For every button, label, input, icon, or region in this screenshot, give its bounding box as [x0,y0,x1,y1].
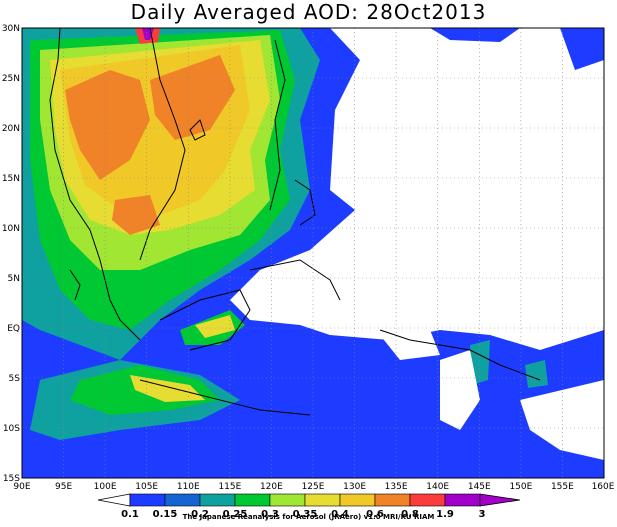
colorbar-label: 0.8 [401,509,419,520]
lat-tick: 20N [2,124,20,134]
lat-tick: 5N [8,274,20,284]
lon-tick: 130E [343,482,366,492]
aod-east-white [440,350,480,430]
colorbar-label: 3 [479,509,486,520]
coastlines [49,28,541,416]
lon-tick: 90E [13,482,30,492]
lon-tick: 100E [94,482,117,492]
lat-tick: EQ [7,324,20,334]
colorbar-label: 0.1 [121,509,139,520]
lat-tick: 25N [2,74,20,84]
colorbar-swatch [234,493,271,507]
lon-tick: 145E [468,482,491,492]
aod-orange-region [65,70,150,180]
gridlines [22,28,604,478]
lon-axis: 90E 95E 100E 105E 110E 115E 120E 125E 13… [13,482,614,492]
aod-east-white-3 [520,380,604,460]
colorbar-low-arrow [97,493,131,507]
colorbar-label: 0.3 [261,509,279,520]
colorbar-swatch [444,493,481,507]
lat-tick: 15S [3,474,20,484]
aod-east-white-2 [380,330,440,360]
colorbar-label: 0.2 [191,509,209,520]
colorbar-swatch [269,493,306,507]
aod-orange-region-3 [112,195,160,235]
colorbar-swatch [304,493,341,507]
colorbar-label: 0.4 [331,509,349,520]
colorbar-label: 0.35 [293,509,318,520]
colorbar-swatch [129,493,166,507]
colorbar-swatch [164,493,201,507]
lon-tick: 110E [177,482,200,492]
lon-tick: 105E [135,482,158,492]
colorbar-swatch [199,493,236,507]
aod-east-teal-2 [525,360,548,388]
lon-tick: 115E [218,482,241,492]
colorbar-swatch [409,493,446,507]
lon-tick: 125E [302,482,325,492]
map-frame [21,27,605,479]
lon-tick: 120E [260,482,283,492]
lat-tick: 10N [2,224,20,234]
aod-low-region-n [430,28,520,42]
colorbar-high-arrow [479,493,521,507]
lon-tick: 160E [592,482,615,492]
lon-tick: 155E [551,482,574,492]
colorbar: 0.1 0.15 0.2 0.25 0.3 0.35 0.4 0.6 0.8 1… [97,493,521,520]
lat-tick: 5S [9,374,21,384]
colorbar-label: 1.9 [436,509,454,520]
chart-title: Daily Averaged AOD: 28Oct2013 [130,0,487,24]
lat-tick: 10S [3,424,20,434]
colorbar-swatch [339,493,376,507]
lon-tick: 150E [509,482,532,492]
lon-tick: 140E [426,482,449,492]
lat-axis: 30N 25N 20N 15N 10N 5N EQ 5S 10S 15S [2,24,20,484]
colorbar-swatch [374,493,411,507]
colorbar-label: 0.6 [366,509,384,520]
aod-low-region-ne [560,28,604,70]
lon-tick: 95E [55,482,72,492]
lat-tick: 15N [2,174,20,184]
colorbar-label: 0.25 [223,509,248,520]
colorbar-label: 0.15 [153,509,178,520]
aod-east-teal [470,340,490,385]
credit-line: The Japanese Reanalysis for Aerosol (JRA… [182,513,435,521]
lat-tick: 30N [2,24,20,34]
aod-yellow-region-e [195,315,235,338]
aod-orange-region-2 [150,55,235,140]
lon-tick: 135E [385,482,408,492]
